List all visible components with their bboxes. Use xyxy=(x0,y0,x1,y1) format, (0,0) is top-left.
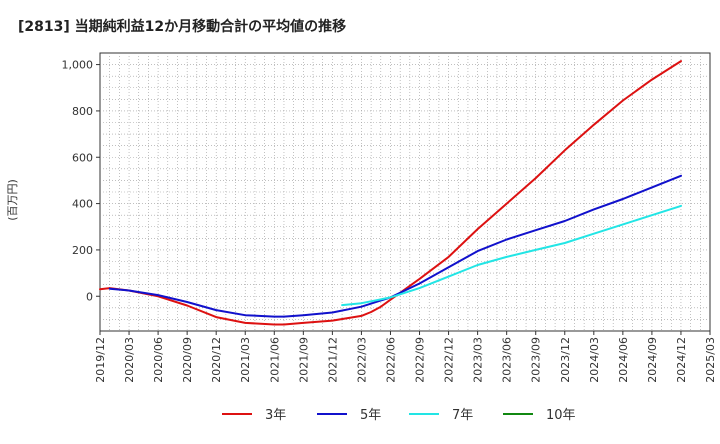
x-tick-label: 2024/06 xyxy=(617,337,630,383)
x-tick-label: 2020/06 xyxy=(152,337,165,383)
series-group xyxy=(99,60,682,326)
legend-label-1: 3年 xyxy=(265,408,286,423)
x-tick-label: 2020/03 xyxy=(123,337,136,383)
y-tick-label: 600 xyxy=(72,151,93,164)
x-tick-label: 2022/09 xyxy=(414,337,427,383)
series-line-2 xyxy=(108,174,682,318)
y-tick-label: 400 xyxy=(72,198,93,211)
x-tick-label: 2020/12 xyxy=(210,337,223,383)
y-tick-label: 1,000 xyxy=(62,59,94,72)
x-tick-label: 2022/12 xyxy=(443,337,456,383)
x-tick-label: 2023/06 xyxy=(501,337,514,383)
x-tick-label: 2022/03 xyxy=(355,337,368,383)
y-tick-label: 200 xyxy=(72,244,93,257)
series-line-1 xyxy=(99,60,682,326)
x-tick-label: 2023/03 xyxy=(472,337,485,383)
x-axis: 2019/12 2020/03 2020/06 2020/09 2020/12 2021/… xyxy=(94,331,717,383)
legend-label-2: 5年 xyxy=(360,408,381,423)
x-tick-label: 2019/12 xyxy=(94,337,107,383)
chart-title: [2813] 当期純利益12か月移動合計の平均値の推移 xyxy=(18,18,346,35)
y-axis: 0 200 400 600 800 1,000 xyxy=(62,59,100,303)
x-tick-label: 2023/12 xyxy=(559,337,572,383)
x-tick-label: 2021/03 xyxy=(239,337,252,383)
y-tick-label: 800 xyxy=(72,105,93,118)
y-tick-label: 0 xyxy=(86,290,93,303)
x-tick-label: 2025/03 xyxy=(704,337,717,383)
x-tick-label: 2022/06 xyxy=(384,337,397,383)
series-line-3 xyxy=(341,204,682,307)
legend-label-4: 10年 xyxy=(546,408,576,423)
plot-frame xyxy=(99,52,711,332)
y-axis-title: (百万円) xyxy=(6,179,19,221)
x-tick-label: 2023/09 xyxy=(530,337,543,383)
x-tick-label: 2021/06 xyxy=(268,337,281,383)
x-tick-label: 2021/12 xyxy=(326,337,339,383)
x-tick-label: 2020/09 xyxy=(181,337,194,383)
legend-label-3: 7年 xyxy=(452,408,473,423)
x-tick-label: 2024/09 xyxy=(646,337,659,383)
legend: 3年 5年 7年 10年 xyxy=(222,408,576,423)
x-tick-label: 2021/09 xyxy=(297,337,310,383)
x-tick-label: 2024/03 xyxy=(588,337,601,383)
x-tick-label: 2024/12 xyxy=(675,337,688,383)
plot-area xyxy=(99,52,711,332)
